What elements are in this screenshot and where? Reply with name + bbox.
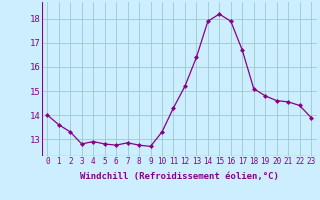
X-axis label: Windchill (Refroidissement éolien,°C): Windchill (Refroidissement éolien,°C) [80,172,279,181]
